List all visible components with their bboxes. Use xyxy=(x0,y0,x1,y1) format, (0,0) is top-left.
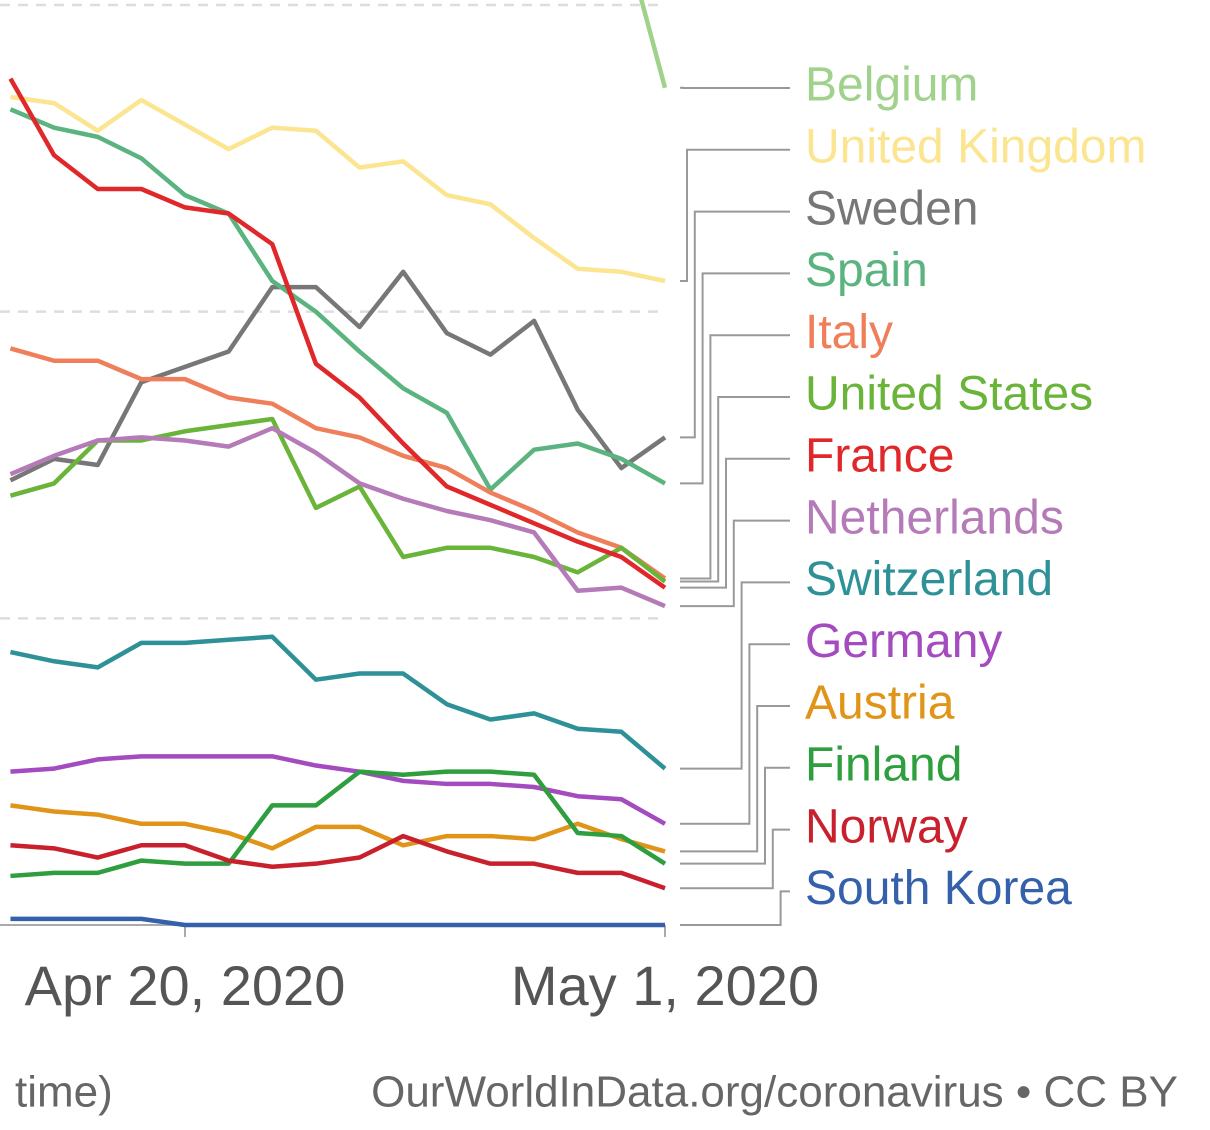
legend-label: Austria xyxy=(805,677,955,730)
legend-connector xyxy=(680,148,790,282)
legend-label: Finland xyxy=(805,738,962,791)
legend-label: United Kingdom xyxy=(805,120,1147,173)
series-line xyxy=(9,634,667,771)
series-line xyxy=(10,94,666,284)
legend-connector xyxy=(680,828,790,890)
legend-connector xyxy=(680,643,790,825)
legend-label: Norway xyxy=(805,800,968,853)
series-line xyxy=(9,425,666,609)
legend-connector xyxy=(680,581,790,770)
series-line xyxy=(10,754,667,826)
series-line xyxy=(10,833,666,891)
legend-label: Germany xyxy=(805,615,1002,668)
legend-connector xyxy=(680,210,790,439)
series-line xyxy=(639,0,668,89)
series-line xyxy=(9,269,667,483)
legend-connector xyxy=(680,890,790,926)
legend-label: Belgium xyxy=(805,59,978,112)
series-line xyxy=(9,346,667,581)
legend-label: France xyxy=(805,429,954,482)
legend-label: Spain xyxy=(805,244,928,297)
legend-label: Switzerland xyxy=(805,553,1053,606)
x-tick-label: Apr 20, 2020 xyxy=(25,954,346,1017)
x-tick-label: May 1, 2020 xyxy=(511,954,819,1017)
legend-connector xyxy=(680,396,790,583)
legend-label: United States xyxy=(805,368,1093,421)
series-line xyxy=(8,77,667,590)
legend-connector xyxy=(680,705,790,853)
series-line xyxy=(10,803,666,854)
legend-connector xyxy=(680,766,790,865)
footer-note: time) xyxy=(15,1068,113,1117)
series-line xyxy=(10,769,667,879)
series-line xyxy=(10,916,665,928)
legend-connector xyxy=(680,272,790,485)
legend-connector xyxy=(680,519,790,608)
legend-connector xyxy=(680,457,790,589)
legend-label: Sweden xyxy=(805,182,978,235)
legend-label: Italy xyxy=(805,306,893,359)
legend-connector xyxy=(680,334,790,580)
footer-source: OurWorldInData.org/coronavirus • CC BY xyxy=(371,1068,1178,1117)
legend-label: Netherlands xyxy=(805,491,1064,544)
series-line xyxy=(9,107,667,492)
legend-label: South Korea xyxy=(805,862,1072,915)
